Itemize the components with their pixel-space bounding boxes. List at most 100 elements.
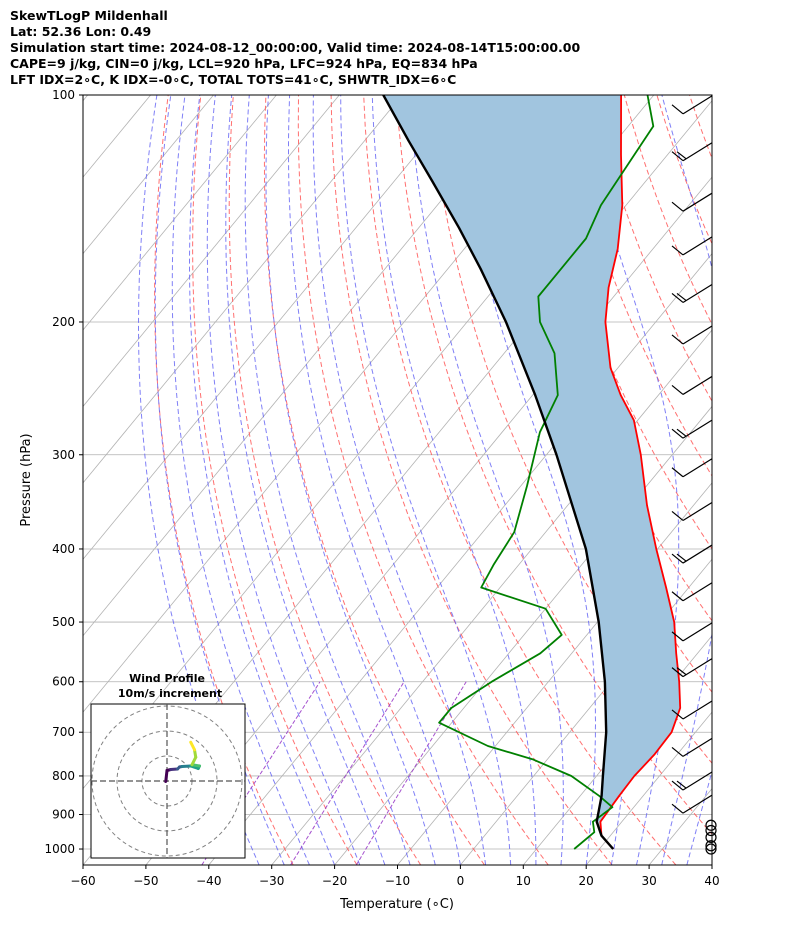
dry-adiabat bbox=[787, 95, 794, 865]
barb-flag bbox=[671, 334, 684, 345]
wind-barb bbox=[671, 658, 713, 678]
wind-barb bbox=[671, 794, 713, 814]
isotherm bbox=[208, 252, 712, 865]
moist-adiabat bbox=[244, 95, 411, 865]
plot-area bbox=[83, 95, 794, 865]
calm-circle bbox=[705, 819, 717, 831]
isotherm bbox=[83, 95, 340, 408]
calm-circle bbox=[705, 840, 717, 852]
axes: −60 −50 −40 −30 −20 −10 0 10 20 30 40 1000 900 800 700… bbox=[44, 88, 719, 888]
barb-flag bbox=[676, 553, 687, 562]
barb-shaft bbox=[682, 95, 713, 115]
wind-barb bbox=[671, 192, 713, 212]
hodograph-segment bbox=[189, 740, 196, 752]
y-tick-label: 100 bbox=[52, 88, 75, 102]
isotherm bbox=[83, 95, 403, 484]
wind-barb bbox=[671, 95, 713, 115]
calm-circle bbox=[705, 843, 717, 855]
wind-barb bbox=[671, 236, 713, 256]
barb-flag bbox=[671, 467, 684, 478]
barb-flag bbox=[671, 292, 684, 303]
isotherm bbox=[145, 176, 712, 865]
dry-adiabat bbox=[154, 95, 294, 865]
chart-title: SkewTLogP Mildenhall bbox=[10, 8, 168, 23]
y-tick-label: 800 bbox=[52, 769, 75, 783]
isotherm bbox=[83, 95, 529, 637]
barb-shaft bbox=[682, 794, 713, 814]
moist-adiabat bbox=[686, 769, 712, 865]
wind-barb bbox=[705, 831, 717, 843]
barb-shaft bbox=[682, 544, 713, 564]
barb-flag bbox=[676, 667, 687, 676]
y-tick-label: 1000 bbox=[44, 842, 75, 856]
barb-flag bbox=[676, 151, 687, 160]
barb-flag bbox=[676, 780, 687, 789]
x-tick-label: 40 bbox=[704, 874, 719, 888]
wind-barb bbox=[671, 582, 713, 602]
location-line: Lat: 52.36 Lon: 0.49 bbox=[10, 24, 152, 39]
barb-shaft bbox=[682, 501, 713, 521]
wind-barb bbox=[671, 375, 713, 395]
dry-adiabat bbox=[297, 95, 549, 865]
moist-adiabat bbox=[711, 863, 712, 865]
y-axis-label: Pressure (hPa) bbox=[19, 433, 34, 526]
mixing-ratio-line bbox=[201, 681, 321, 865]
barb-flag bbox=[671, 151, 684, 162]
hodograph-segment bbox=[164, 769, 169, 783]
isotherm bbox=[83, 95, 89, 102]
dry-adiabat bbox=[755, 95, 794, 865]
cape-shading bbox=[383, 95, 681, 849]
wind-barb bbox=[705, 824, 717, 837]
dry-adiabat bbox=[330, 95, 613, 865]
y-tick-label: 600 bbox=[52, 675, 75, 689]
x-tick-label: −50 bbox=[133, 874, 158, 888]
dry-adiabat bbox=[363, 95, 677, 865]
calm-circle bbox=[705, 831, 717, 843]
barb-flag bbox=[671, 245, 684, 256]
barb-shaft bbox=[682, 700, 713, 720]
moist-adiabat bbox=[154, 95, 285, 865]
dry-adiabat bbox=[263, 95, 485, 865]
temperature-profile bbox=[599, 95, 682, 850]
barb-shaft bbox=[682, 582, 713, 602]
moist-adiabat bbox=[171, 95, 310, 865]
isotherm bbox=[83, 95, 277, 331]
barb-flag bbox=[671, 667, 684, 678]
isotherm bbox=[83, 95, 214, 255]
barb-flag bbox=[676, 292, 687, 301]
barb-flag bbox=[671, 631, 684, 642]
indices-line: LFT IDX=2∘C, K IDX=-0∘C, TOTAL TOTS=41∘C… bbox=[10, 72, 457, 87]
wind-barb bbox=[671, 142, 713, 162]
barb-flag bbox=[671, 709, 684, 720]
parcel-profile bbox=[382, 95, 615, 850]
barb-shaft bbox=[682, 192, 713, 212]
hodograph-title: Wind Profile bbox=[129, 672, 205, 685]
y-tick-label: 300 bbox=[52, 448, 75, 462]
barb-shaft bbox=[682, 658, 713, 678]
x-tick-label: −40 bbox=[196, 874, 221, 888]
barb-flag bbox=[671, 428, 684, 439]
x-tick-label: 30 bbox=[641, 874, 656, 888]
barb-shaft bbox=[682, 771, 713, 791]
dry-adiabat bbox=[722, 95, 794, 865]
hodograph: Wind Profile 10m/s increment bbox=[90, 672, 246, 859]
moist-adiabat bbox=[312, 95, 487, 865]
barb-shaft bbox=[682, 622, 713, 642]
barb-shaft bbox=[682, 236, 713, 256]
barb-flag bbox=[671, 591, 684, 602]
x-tick-label: 20 bbox=[579, 874, 594, 888]
moist-adiabat bbox=[225, 95, 386, 865]
wind-barb bbox=[671, 771, 713, 791]
barb-shaft bbox=[682, 419, 713, 439]
x-tick-label: −30 bbox=[259, 874, 284, 888]
wind-barbs bbox=[671, 95, 717, 855]
wind-barb bbox=[671, 419, 713, 439]
chart-header: SkewTLogP Mildenhall Lat: 52.36 Lon: 0.4… bbox=[10, 8, 780, 88]
barb-flag bbox=[671, 803, 684, 814]
wind-barb bbox=[705, 840, 717, 852]
barb-flag bbox=[671, 553, 684, 564]
barb-flag bbox=[671, 384, 684, 395]
moist-adiabat bbox=[340, 95, 512, 865]
barb-flag bbox=[671, 201, 684, 212]
moist-adiabat bbox=[288, 95, 461, 865]
